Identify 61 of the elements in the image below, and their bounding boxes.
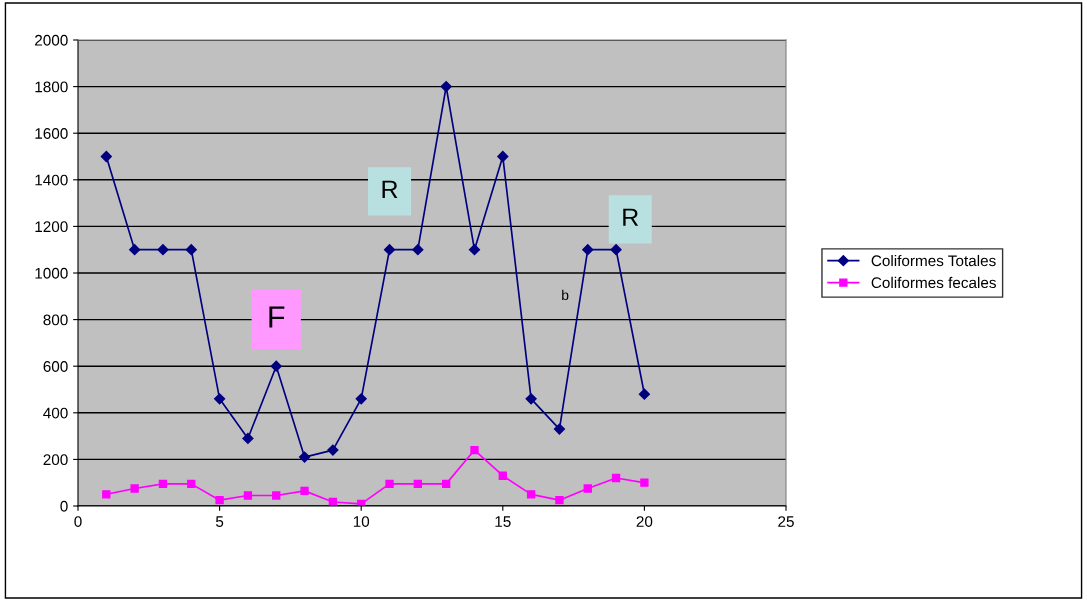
point [526, 490, 536, 499]
y-tick-label: 1600 [35, 128, 68, 139]
y-tick-label: 0 [60, 500, 68, 512]
point [555, 496, 564, 505]
point [242, 432, 254, 445]
point [243, 491, 253, 500]
point [611, 473, 621, 483]
legend-label: Coliformes Totales [871, 254, 996, 267]
point [440, 80, 452, 93]
annotation: F [269, 306, 285, 328]
y-tick-label: 200 [43, 454, 68, 466]
point [129, 244, 141, 256]
point [300, 486, 309, 496]
point [412, 244, 424, 256]
point [327, 444, 339, 456]
point [583, 484, 592, 493]
x-tick-label: 10 [353, 516, 370, 527]
x-tick-label: 0 [74, 516, 82, 527]
x-tick-label: 15 [495, 516, 511, 527]
point [470, 445, 479, 455]
point [130, 484, 139, 493]
point [213, 393, 226, 405]
point [187, 479, 196, 489]
point [298, 451, 311, 463]
y-tick-label: 400 [43, 407, 68, 419]
point [498, 471, 507, 480]
y-tick-label: 1000 [35, 267, 68, 279]
annotation: R [382, 180, 398, 198]
point [413, 479, 423, 489]
point [383, 244, 396, 256]
y-tick-label: 1400 [35, 174, 68, 186]
point [185, 244, 197, 256]
x-tick-label: 20 [636, 516, 653, 527]
y-tick-label: 1800 [35, 81, 68, 93]
point [215, 496, 224, 505]
point [102, 490, 111, 499]
y-tick-label: 800 [43, 314, 68, 326]
point [270, 360, 282, 372]
y-tick-label: 2000 [35, 34, 68, 46]
point [272, 491, 281, 500]
point [158, 479, 168, 489]
point [497, 150, 509, 163]
point [582, 244, 594, 256]
point [100, 150, 112, 163]
x-tick-label: 5 [215, 516, 224, 527]
point [468, 244, 481, 256]
point [525, 393, 537, 405]
point [610, 244, 622, 256]
point [640, 478, 649, 487]
point [157, 244, 169, 256]
point [385, 479, 394, 489]
annotation: R [623, 208, 639, 226]
point [441, 479, 451, 489]
annotation: b [562, 289, 569, 301]
y-tick-label: 600 [43, 361, 68, 372]
legend-label: Coliformes fecales [871, 276, 996, 289]
point [355, 393, 367, 405]
y-tick-label: 1200 [35, 221, 68, 233]
x-tick-label: 25 [778, 516, 794, 527]
point [638, 388, 651, 400]
point [553, 423, 566, 435]
